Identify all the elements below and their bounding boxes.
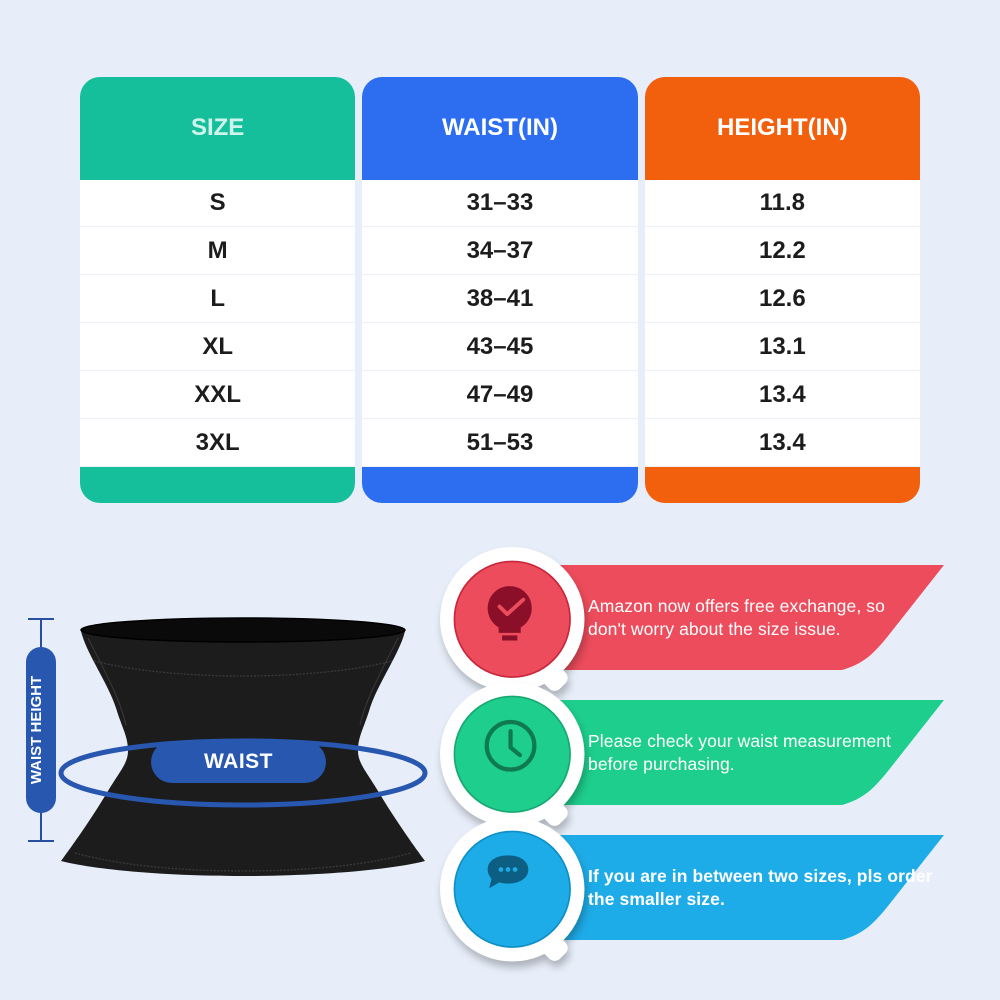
svg-text:WAIST HEIGHT: WAIST HEIGHT [28, 676, 45, 784]
